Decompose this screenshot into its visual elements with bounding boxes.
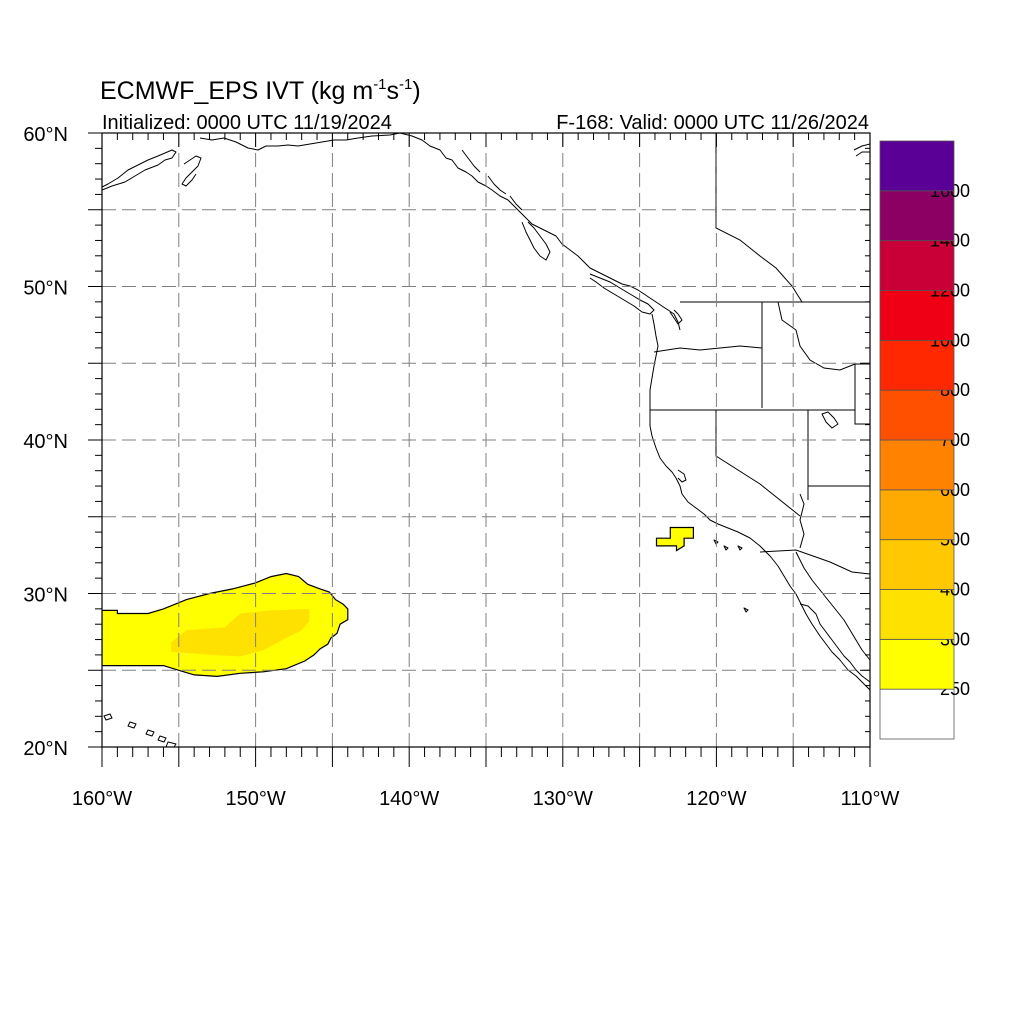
channel-islands — [713, 539, 749, 613]
lon-tick-label: 130°W — [533, 788, 593, 810]
colorbar-swatch — [879, 190, 955, 242]
subtropical-moisture-plume-shade — [102, 572, 349, 678]
colorbar-swatch — [879, 439, 955, 491]
plume-core-shade — [171, 608, 310, 657]
valid-time-label: F-168: Valid: 0000 UTC 11/26/2024 — [556, 112, 869, 134]
axis-ticks-layer — [88, 132, 871, 767]
sf-bay — [677, 469, 687, 483]
alaska-panhandle-islands — [461, 149, 551, 261]
alaska-peninsula-coast — [102, 149, 177, 191]
vancouver-island-coast — [589, 273, 655, 315]
baja-peninsula-coast — [799, 603, 870, 683]
offshore-california-patch-shade — [655, 526, 694, 552]
colorbar-swatch — [879, 489, 955, 541]
hawaii-islands — [103, 713, 177, 747]
ivt-shading-layer — [102, 526, 694, 678]
lat-tick-label: 60°N — [23, 124, 68, 146]
great-salt-lake — [821, 411, 839, 429]
gulf-of-alaska-coast — [399, 133, 549, 233]
colorado-river — [799, 493, 805, 549]
lon-tick-label: 110°W — [841, 788, 900, 810]
gulf-of-california-coast — [795, 551, 870, 661]
colorbar-swatch — [879, 638, 955, 690]
wyoming-border — [854, 363, 870, 425]
alaska-south-coast — [199, 133, 401, 151]
northern-coast-islands — [853, 143, 870, 157]
axis-tick-labels: 160°W 150°W 140°W 130°W 120°W 110°W 20°N 30°N 40… — [23, 124, 899, 810]
ivt-colorbar: 2503004005006007008001000120014001600 — [879, 140, 970, 740]
map-title: ECMWF_EPS IVT (kg m-1s-1) — [100, 76, 421, 105]
lon-tick-label: 150°W — [225, 788, 285, 810]
colorbar-swatch — [879, 389, 955, 441]
colorbar-swatch — [879, 240, 955, 291]
puget-sound — [669, 309, 683, 325]
washington-oregon-border — [653, 345, 763, 353]
coastline-layer — [102, 133, 870, 747]
lat-tick-label: 50°N — [23, 278, 68, 300]
initialized-label: Initialized: 0000 UTC 11/19/2024 — [102, 112, 392, 134]
mexico-border — [759, 549, 870, 575]
graticule-layer — [102, 133, 870, 747]
lon-tick-label: 140°W — [379, 788, 439, 810]
colorbar-swatch — [879, 688, 955, 740]
lon-tick-label: 120°W — [686, 788, 746, 810]
colorbar-swatch — [879, 140, 955, 192]
lat-tick-label: 30°N — [23, 585, 68, 607]
lon-tick-label: 160°W — [72, 788, 132, 810]
lat-tick-label: 40°N — [23, 431, 68, 453]
colorbar-swatch — [879, 339, 955, 391]
colorbar-swatch — [879, 589, 955, 640]
idaho-montana-border — [777, 301, 856, 371]
map-plot-area: 160°W 150°W 140°W 130°W 120°W 110°W 20°N 30°N 40… — [23, 124, 899, 810]
bc-mainland-coast — [547, 231, 681, 331]
political-borders-layer — [650, 133, 870, 575]
kodiak-island-coast — [181, 155, 202, 187]
colorbar-swatch — [879, 539, 955, 590]
colorbar-swatch — [879, 290, 955, 341]
lat-tick-label: 20°N — [23, 738, 68, 760]
